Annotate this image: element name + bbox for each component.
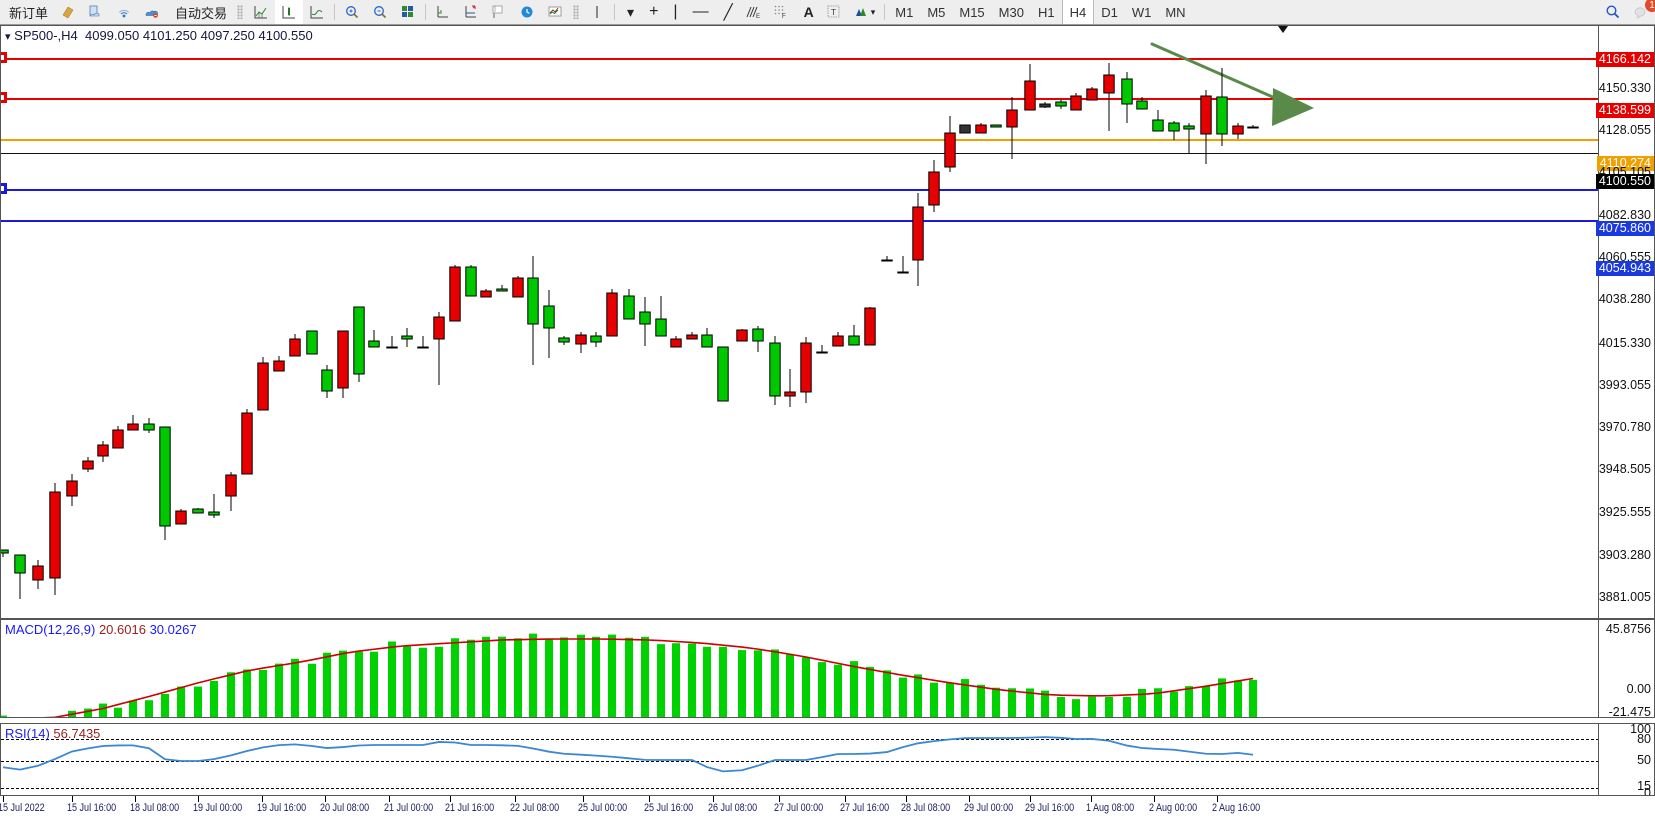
svg-text:F: F — [782, 14, 786, 20]
svg-text:E: E — [756, 14, 760, 20]
svg-text:T: T — [831, 8, 836, 17]
